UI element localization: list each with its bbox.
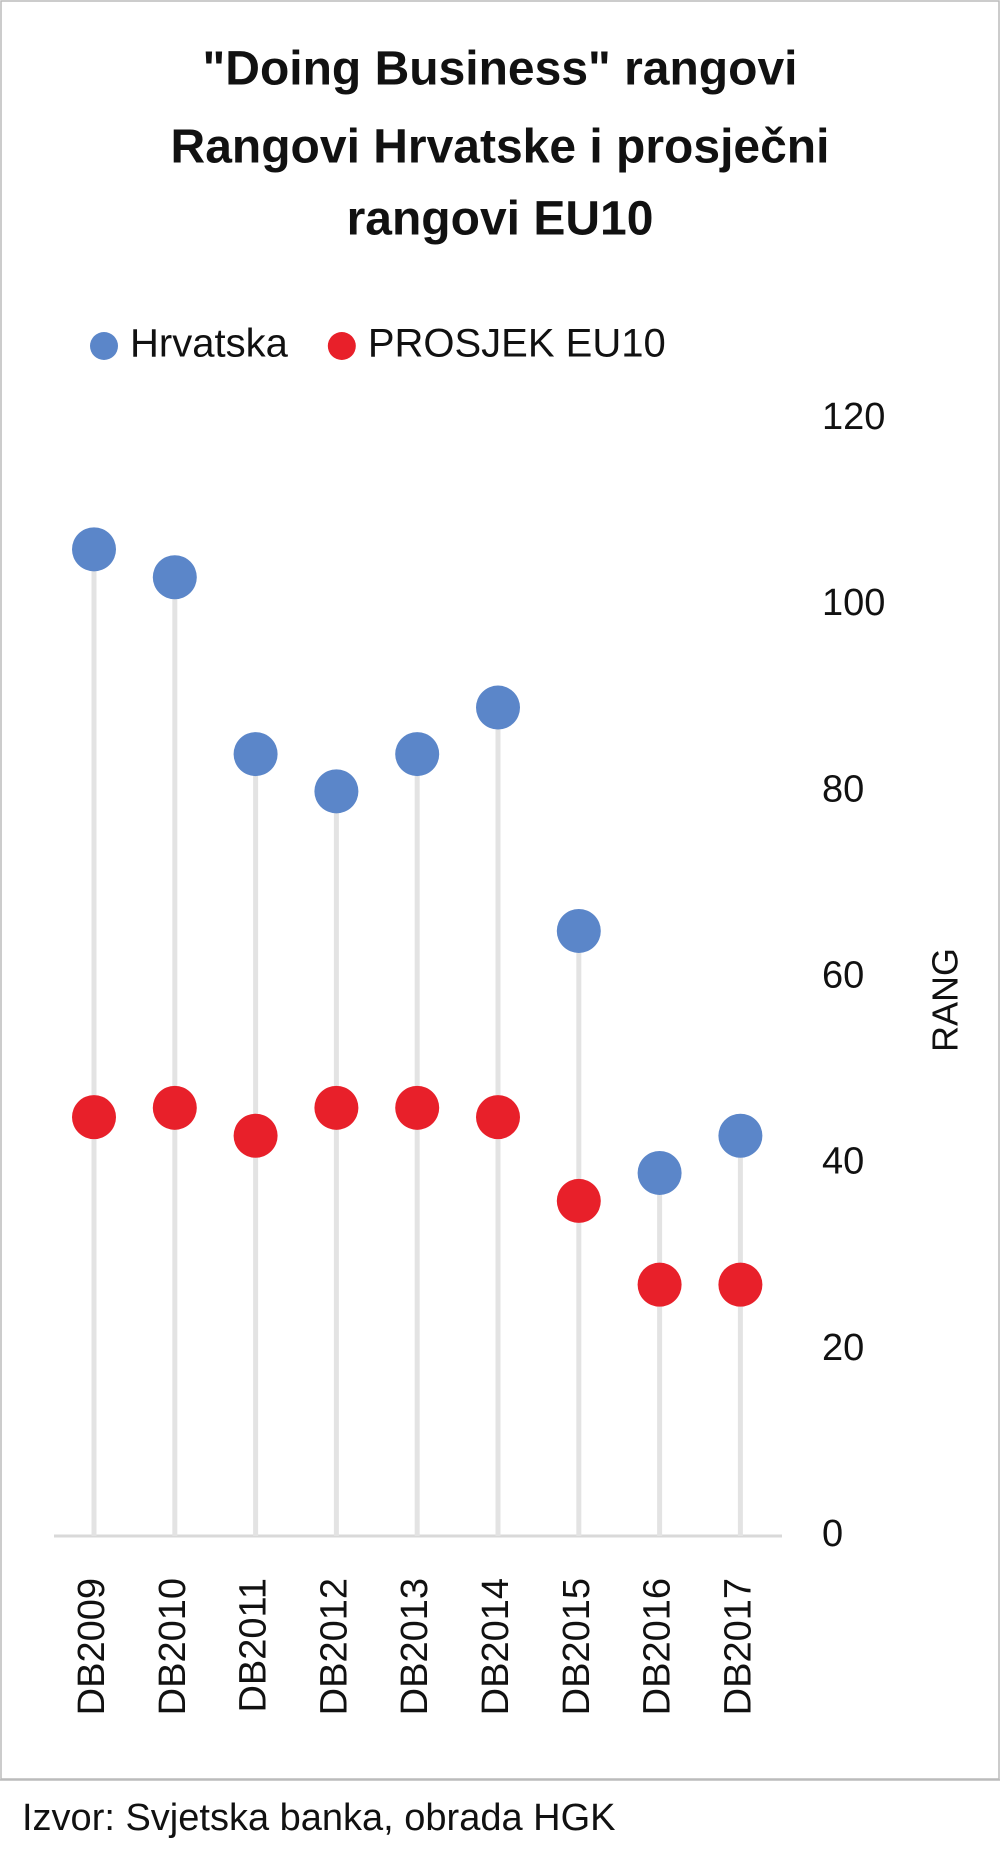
dot (476, 1095, 520, 1140)
legend-label: PROSJEK EU10 (368, 322, 666, 366)
x-tick-label: DB2011 (233, 1578, 275, 1713)
x-tick-label: DB2017 (717, 1578, 759, 1715)
x-tick-label: DB2014 (475, 1578, 517, 1715)
chart-frame (0, 0, 1000, 1780)
y-tick-label: 80 (822, 768, 864, 810)
dot (637, 1262, 682, 1307)
x-tick-label: DB2012 (313, 1578, 355, 1715)
y-tick-label: 0 (822, 1513, 843, 1555)
dot (476, 685, 520, 730)
legend-marker (90, 332, 118, 360)
x-tick-label: DB2015 (556, 1578, 598, 1715)
source-note: Izvor: Svjetska banka, obrada HGK (22, 1797, 616, 1839)
legend-label: Hrvatska (130, 322, 289, 366)
x-tick-label: DB2009 (71, 1578, 113, 1715)
chart-title: Rangovi Hrvatske i prosječni (171, 121, 830, 174)
dot (233, 1113, 278, 1158)
dot (556, 908, 601, 953)
dot (233, 732, 278, 777)
dot (152, 1085, 197, 1130)
dot (314, 769, 359, 814)
dot (395, 1085, 440, 1130)
dot (314, 1085, 359, 1130)
y-tick-label: 20 (822, 1327, 864, 1369)
y-axis-label: RANG (925, 948, 966, 1052)
y-tick-label: 40 (822, 1141, 864, 1183)
dot (637, 1150, 682, 1195)
x-tick-label: DB2013 (394, 1578, 436, 1715)
dot (72, 1095, 116, 1140)
legend-marker (327, 332, 356, 360)
x-tick-label: DB2010 (152, 1578, 194, 1715)
y-tick-label: 60 (822, 955, 864, 997)
dot (556, 1178, 601, 1223)
dot (718, 1262, 763, 1307)
dot (152, 555, 197, 600)
chart-title: rangovi EU10 (347, 193, 654, 246)
y-tick-label: 100 (822, 582, 885, 624)
dot (72, 527, 116, 572)
dot (395, 732, 440, 777)
chart-title: "Doing Business" rangovi (203, 43, 798, 96)
dot (718, 1113, 763, 1158)
x-tick-label: DB2016 (637, 1578, 679, 1715)
y-tick-label: 120 (822, 396, 885, 438)
